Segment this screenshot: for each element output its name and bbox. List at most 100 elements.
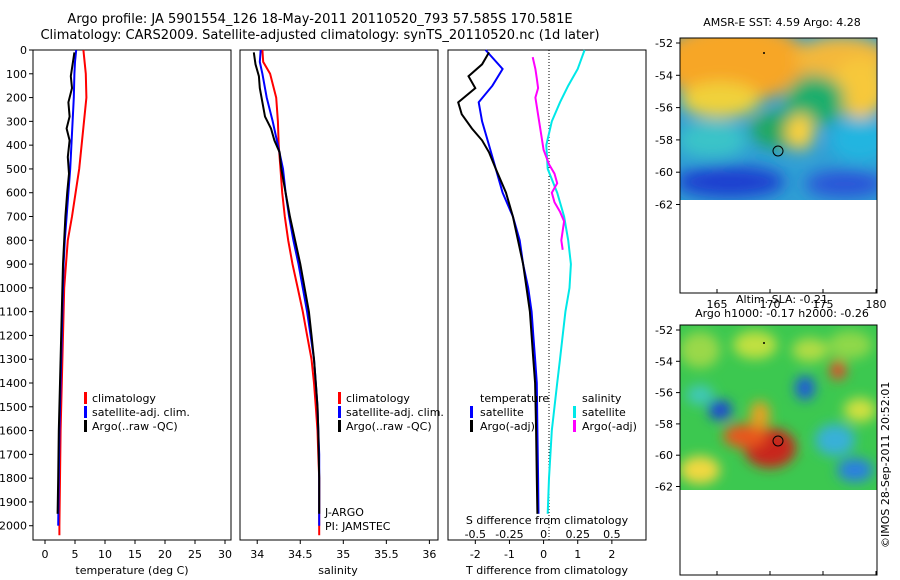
lat-tick-label: -56 xyxy=(655,102,673,115)
depth-tick-label: 600 xyxy=(6,187,27,200)
sla-map-title-line1: Altim. SLA: -0.21 xyxy=(736,293,828,306)
lon-tick-label: 165 xyxy=(707,298,728,311)
lat-tick-label: -56 xyxy=(655,387,673,400)
sst-map-title: AMSR-E SST: 4.59 Argo: 4.28 xyxy=(703,16,861,29)
t-difference-axis-label: T difference from climatology xyxy=(465,564,628,577)
temperature-axis-ticks: 0 5 10 15 20 25 30 xyxy=(42,540,232,561)
x-tick-label: 35.5 xyxy=(374,548,399,561)
temperature-series xyxy=(56,49,88,536)
x-tick-label: 1 xyxy=(574,548,581,561)
depth-axis-ticks: 0 100 200 300 400 500 600 700 800 900 1000 1100 1200… xyxy=(0,44,33,533)
legend-label-climatology: climatology xyxy=(346,392,410,405)
s-diff-tick-label: -0.5 xyxy=(465,528,486,541)
x-tick-label: 25 xyxy=(188,548,202,561)
lon-tick-label: 175 xyxy=(813,298,834,311)
depth-tick-label: 500 xyxy=(6,163,27,176)
sst-map-ticks: 165 170 175 180 -52 -54 -56 -58 -60 -62 xyxy=(655,37,886,311)
salinity-panel: 34 34.5 35 35.5 36 salinity climatology sate… xyxy=(239,49,444,577)
lat-tick-label: -52 xyxy=(655,324,673,337)
difference-panel: -2 -1 0 1 2 -0.5 -0.25 0 0.25 0.5 T difference f… xyxy=(447,49,647,577)
depth-tick-label: 200 xyxy=(6,92,27,105)
legend-swatch-s-argo xyxy=(573,420,576,432)
legend-swatch-argo xyxy=(84,420,87,432)
lat-tick-label: -60 xyxy=(655,166,673,179)
depth-tick-label: 1800 xyxy=(0,472,27,485)
legend-label-satellite: satellite-adj. clim. xyxy=(346,406,444,419)
lon-tick-label: 170 xyxy=(760,298,781,311)
s-diff-tick-label: 0 xyxy=(540,528,547,541)
lat-tick-label: -60 xyxy=(655,449,673,462)
legend-swatch-t-satellite xyxy=(470,406,473,418)
depth-tick-label: 1100 xyxy=(0,306,27,319)
depth-tick-label: 800 xyxy=(6,234,27,247)
legend-label-t-argo: Argo(-adj) xyxy=(480,420,535,433)
series-line-climatology xyxy=(58,49,88,536)
argo-location-marker xyxy=(772,435,784,447)
sla-map-field xyxy=(680,325,877,490)
t-difference-axis-ticks: -2 -1 0 1 2 xyxy=(470,540,615,561)
sst-map: AMSR-E SST: 4.59 Argo: 4.28 xyxy=(655,16,886,311)
s-diff-tick-label: 0.25 xyxy=(565,528,590,541)
salinity-legend: climatology satellite-adj. clim. Argo(..… xyxy=(338,392,444,433)
argo-location-marker xyxy=(772,145,784,157)
lat-tick-label: -58 xyxy=(655,134,673,147)
series-line-temperature-argo-adj- xyxy=(457,51,539,514)
sla-map-frame xyxy=(679,324,878,576)
annotation-j-argo: J-ARGO xyxy=(324,506,364,519)
series-line-argo-raw-qc- xyxy=(252,52,321,514)
depth-tick-label: 1200 xyxy=(0,329,27,342)
lon-tick-label: 180 xyxy=(866,298,887,311)
depth-tick-label: 1700 xyxy=(0,448,27,461)
legend-label-argo: Argo(..raw -QC) xyxy=(92,420,178,433)
x-tick-label: 35 xyxy=(336,548,350,561)
depth-tick-label: 700 xyxy=(6,211,27,224)
depth-tick-label: 900 xyxy=(6,258,27,271)
s-diff-tick-label: -0.25 xyxy=(495,528,523,541)
annotation-pi-jamstec: PI: JAMSTEC xyxy=(325,520,391,533)
salinity-plot-frame xyxy=(239,49,439,541)
series-line-temperature-satellite xyxy=(477,49,540,514)
lat-tick-label: -54 xyxy=(655,355,673,368)
salinity-axis-label: salinity xyxy=(318,564,358,577)
legend-swatch-satellite xyxy=(84,406,87,418)
legend-swatch-t-argo xyxy=(470,420,473,432)
depth-tick-label: 100 xyxy=(6,68,27,81)
sla-map: Altim. SLA: -0.21 Argo h1000: -0.17 h200… xyxy=(655,293,878,576)
depth-tick-label: 1000 xyxy=(0,282,27,295)
sla-map-title-line2: Argo h1000: -0.17 h2000: -0.26 xyxy=(695,307,869,320)
temperature-legend: climatology satellite-adj. clim. Argo(..… xyxy=(84,392,190,433)
s-difference-axis-label: S difference from climatology xyxy=(466,514,629,527)
float-dot xyxy=(763,52,765,54)
legend-swatch-s-satellite xyxy=(573,406,576,418)
s-diff-tick-label: 0.5 xyxy=(603,528,621,541)
lat-tick-label: -62 xyxy=(655,199,673,212)
x-tick-label: 0 xyxy=(42,548,49,561)
depth-tick-label: 1300 xyxy=(0,353,27,366)
legend-label-s-satellite: satellite xyxy=(582,406,626,419)
figure-title-line2: Climatology: CARS2009. Satellite-adjuste… xyxy=(40,28,600,43)
x-tick-label: -1 xyxy=(504,548,515,561)
depth-tick-label: 1900 xyxy=(0,496,27,509)
x-tick-label: 36 xyxy=(422,548,436,561)
s-difference-axis-ticks: -0.5 -0.25 0 0.25 0.5 xyxy=(465,528,621,541)
x-tick-label: 15 xyxy=(128,548,142,561)
legend-swatch-satellite xyxy=(338,406,341,418)
difference-series xyxy=(457,49,586,514)
x-tick-label: 5 xyxy=(72,548,79,561)
legend-label-t-satellite: satellite xyxy=(480,406,524,419)
difference-plot-frame xyxy=(447,49,647,541)
salinity-axis-ticks: 34 34.5 35 35.5 36 xyxy=(250,540,436,561)
legend-heading-temperature: temperature xyxy=(480,392,549,405)
series-line-salinity-argo-adj- xyxy=(531,56,566,250)
temperature-plot-frame xyxy=(32,49,232,541)
temperature-axis-label: temperature (deg C) xyxy=(75,564,188,577)
lat-tick-label: -58 xyxy=(655,418,673,431)
salinity-series xyxy=(252,49,321,536)
legend-label-s-argo: Argo(-adj) xyxy=(582,420,637,433)
figure-title-line1: Argo profile: JA 5901554_126 18-May-2011… xyxy=(67,12,573,27)
depth-tick-label: 2000 xyxy=(0,520,27,533)
x-tick-label: 34 xyxy=(250,548,264,561)
x-tick-label: -2 xyxy=(470,548,481,561)
